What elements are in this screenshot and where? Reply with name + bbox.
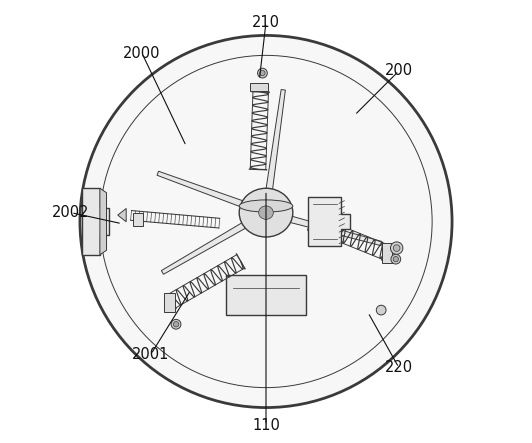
Polygon shape xyxy=(118,209,126,222)
Polygon shape xyxy=(82,188,109,255)
Ellipse shape xyxy=(376,305,386,315)
FancyBboxPatch shape xyxy=(164,293,175,312)
Text: 2000: 2000 xyxy=(123,46,161,61)
Ellipse shape xyxy=(257,68,267,78)
Polygon shape xyxy=(157,171,267,216)
FancyBboxPatch shape xyxy=(381,243,392,263)
Polygon shape xyxy=(265,209,382,246)
FancyBboxPatch shape xyxy=(226,275,306,315)
FancyBboxPatch shape xyxy=(133,213,143,226)
Ellipse shape xyxy=(259,206,273,219)
Ellipse shape xyxy=(171,319,181,329)
Ellipse shape xyxy=(393,256,398,262)
Text: 210: 210 xyxy=(252,15,280,30)
Ellipse shape xyxy=(260,70,265,76)
Text: 2001: 2001 xyxy=(132,347,170,362)
Text: 200: 200 xyxy=(385,63,413,78)
Text: 2002: 2002 xyxy=(52,205,90,220)
Ellipse shape xyxy=(80,35,452,408)
Polygon shape xyxy=(161,210,268,274)
Ellipse shape xyxy=(390,242,403,254)
Text: 110: 110 xyxy=(252,418,280,433)
Ellipse shape xyxy=(173,322,179,327)
Text: 220: 220 xyxy=(385,360,413,375)
Ellipse shape xyxy=(239,188,293,237)
Ellipse shape xyxy=(80,35,452,408)
Ellipse shape xyxy=(393,245,400,252)
Ellipse shape xyxy=(239,200,293,212)
Polygon shape xyxy=(100,188,106,255)
Polygon shape xyxy=(262,89,285,213)
Polygon shape xyxy=(308,197,350,246)
FancyBboxPatch shape xyxy=(251,83,268,91)
Ellipse shape xyxy=(391,254,401,264)
